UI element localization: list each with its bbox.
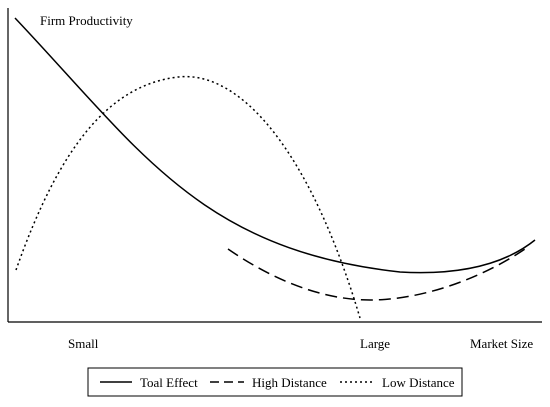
x-tick-small: Small [68,336,99,351]
legend-label-total-effect: Toal Effect [140,375,198,390]
low-distance-curve [15,75,361,319]
legend: Toal Effect High Distance Low Distance [87,367,463,397]
legend-label-low-distance: Low Distance [382,375,455,390]
x-tick-large: Large [360,336,390,351]
legend-label-high-distance: High Distance [252,375,327,390]
y-axis-label: Firm Productivity [40,13,133,28]
high-distance-curve [227,246,529,301]
legend-box [87,367,463,397]
x-axis-label: Market Size [470,336,533,351]
total-effect-curve [14,17,536,274]
